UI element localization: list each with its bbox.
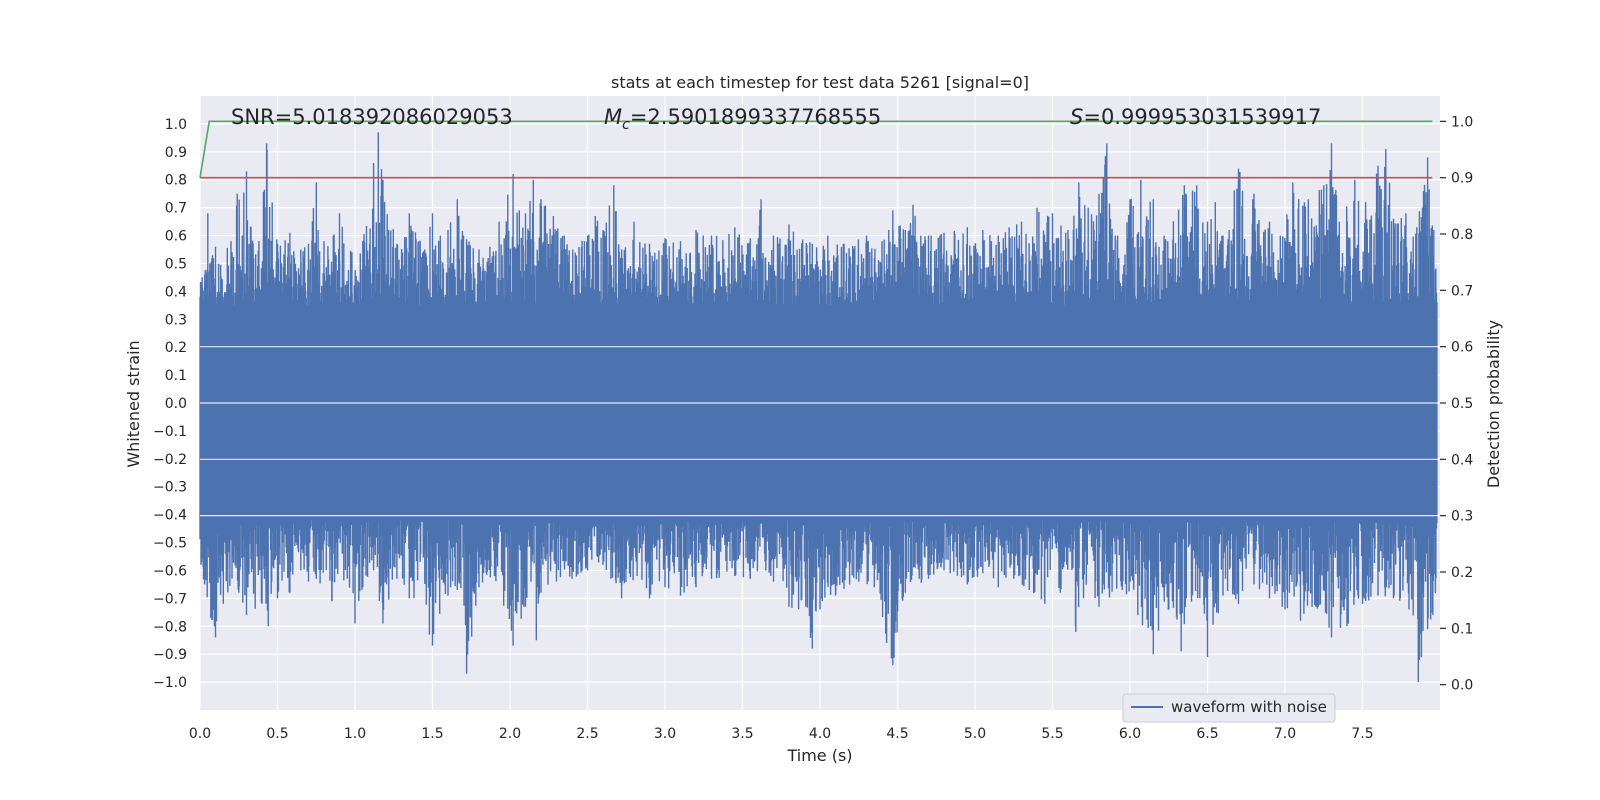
x-tick-label: 2.5 <box>576 726 598 742</box>
y2-tick-label: 0.6 <box>1451 340 1473 356</box>
x-ticks: 0.0 0.5 1.0 1.5 2.0 2.5 3.0 3.5 4.0 4.5 5.0 5.5 6.0 6… <box>189 726 1374 742</box>
y-tick-label: −0.2 <box>153 452 187 468</box>
y-tick-label: 0.9 <box>165 145 187 161</box>
y2-tick-label: 0.5 <box>1451 396 1473 412</box>
legend-box <box>1122 693 1336 723</box>
x-tick-label: 7.5 <box>1351 726 1373 742</box>
y-tick-label: 1.0 <box>165 117 187 133</box>
x-tick-label: 4.0 <box>809 726 831 742</box>
y-tick-label: 0.3 <box>165 312 187 328</box>
x-tick-label: 1.5 <box>421 726 443 742</box>
y2-axis-label: Detection probability <box>1484 320 1503 488</box>
y2-tick-label: 0.8 <box>1451 227 1473 243</box>
x-tick-label: 3.0 <box>654 726 676 742</box>
x-tick-label: 1.0 <box>344 726 366 742</box>
y2-tick-label: 0.9 <box>1451 171 1473 187</box>
y-tick-label: 0.6 <box>165 229 187 245</box>
y2-ticks: 0.0 0.1 0.2 0.3 0.4 0.5 0.6 0.7 0.8 0.9 1.0 <box>1440 114 1473 694</box>
x-tick-label: 4.5 <box>886 726 908 742</box>
y2-tick-label: 0.3 <box>1451 509 1473 525</box>
y-tick-label: −0.6 <box>153 563 187 579</box>
y2-tick-label: 1.0 <box>1451 114 1473 130</box>
y-tick-label: −0.8 <box>153 619 187 635</box>
y-ticks: 1.0 0.9 0.8 0.7 0.6 0.5 0.4 0.3 0.2 0.1 0.0 −0.1 −0.… <box>153 117 187 691</box>
y-tick-label: 0.1 <box>165 368 187 384</box>
y2-tick-label: 0.0 <box>1451 678 1473 694</box>
y-tick-label: 0.4 <box>165 284 187 300</box>
waveform-line <box>199 132 1438 683</box>
chirp-mass-value: =2.5901899337768555 <box>630 105 881 129</box>
s-value: =0.999953031539917 <box>1083 105 1321 129</box>
chart-title: stats at each timestep for test data 526… <box>611 73 1029 92</box>
y2-tick-label: 0.1 <box>1451 621 1473 637</box>
x-tick-label: 3.5 <box>731 726 753 742</box>
x-tick-label: 7.0 <box>1274 726 1296 742</box>
probability-series <box>199 120 1433 179</box>
y-tick-label: −0.1 <box>153 424 187 440</box>
s-symbol: S <box>1070 105 1083 129</box>
y2-tick-label: 0.4 <box>1451 452 1473 468</box>
y-tick-label: −0.7 <box>153 591 187 607</box>
y-tick-label: −0.4 <box>153 508 187 524</box>
legend: waveform with noise <box>1122 693 1336 723</box>
snr-annotation: SNR=5.018392086029053 <box>231 105 513 129</box>
chirp-mass-annotation: Mc=2.5901899337768555 <box>604 105 881 133</box>
y-tick-label: 0.8 <box>165 173 187 189</box>
y2-tick-label: 0.2 <box>1451 565 1473 581</box>
x-tick-label: 5.5 <box>1041 726 1063 742</box>
s-annotation: S=0.999953031539917 <box>1070 105 1321 129</box>
x-tick-label: 2.0 <box>499 726 521 742</box>
y-tick-label: −0.3 <box>153 480 187 496</box>
x-tick-label: 5.0 <box>964 726 986 742</box>
x-tick-label: 6.0 <box>1119 726 1141 742</box>
y-tick-label: 0.0 <box>165 396 187 412</box>
y-tick-label: −0.9 <box>153 647 187 663</box>
y-tick-label: 0.2 <box>165 340 187 356</box>
y-tick-label: −1.0 <box>153 675 187 691</box>
x-tick-label: 0.5 <box>266 726 288 742</box>
waveform-series <box>199 132 1440 683</box>
x-axis-label: Time (s) <box>786 746 852 765</box>
x-tick-label: 0.0 <box>189 726 211 742</box>
y-tick-label: 0.7 <box>165 201 187 217</box>
y-tick-label: −0.5 <box>153 536 187 552</box>
y-axis-label: Whitened strain <box>124 340 143 467</box>
chirp-mass-subscript: c <box>622 117 630 133</box>
chirp-mass-symbol: M <box>604 105 622 129</box>
detection-probability-line <box>199 120 1433 178</box>
legend-label: waveform with noise <box>1171 698 1327 716</box>
y-tick-label: 0.5 <box>165 256 187 272</box>
x-tick-label: 6.5 <box>1196 726 1218 742</box>
y2-tick-label: 0.7 <box>1451 283 1473 299</box>
